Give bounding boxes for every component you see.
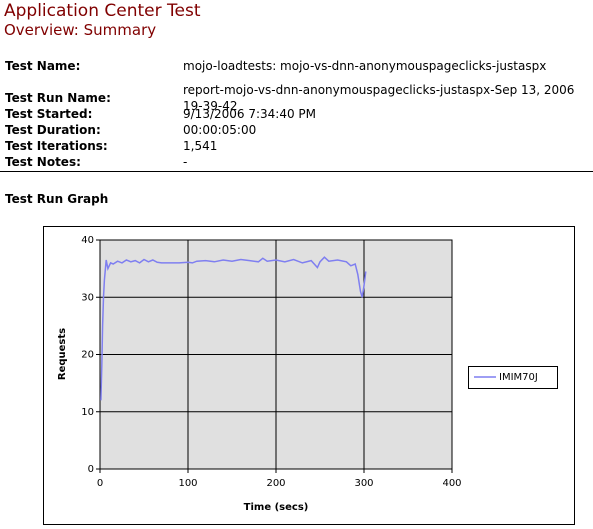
x-axis-label: Time (secs) [244,502,309,513]
field-value: - [183,155,188,169]
field-value: 1,541 [183,139,218,153]
title: Application Center Test [4,1,201,21]
y-tick-label: 40 [81,235,94,246]
x-tick-label: 400 [442,478,461,489]
series-line [100,256,367,401]
field-value: 9/13/2006 7:34:40 PM [183,107,317,121]
divider [0,171,593,172]
field-label: Test Duration: [5,123,101,137]
section-title: Test Run Graph [5,192,109,206]
x-tick-label: 300 [354,478,373,489]
subtitle: Overview: Summary [4,21,157,39]
legend [468,366,558,389]
x-tick-label: 100 [178,478,197,489]
y-tick-label: 0 [88,464,94,475]
x-tick-label: 200 [266,478,285,489]
y-tick-label: 10 [81,407,94,418]
y-tick-label: 30 [81,292,94,303]
field-label: Test Iterations: [5,139,108,153]
field-label: Test Started: [5,107,93,121]
y-tick-label: 20 [81,350,94,361]
field-label: Test Notes: [5,155,81,169]
field-label: Test Name: [5,59,81,73]
legend-label: IMIM70J [499,372,538,383]
field-value: report-mojo-vs-dnn-anonymouspageclicks-j… [183,83,575,113]
field-value: mojo-loadtests: mojo-vs-dnn-anonymouspag… [183,59,547,73]
x-tick-label: 0 [97,478,103,489]
field-label: Test Run Name: [5,91,111,105]
y-axis-label: Requests [57,328,68,380]
field-value: 00:00:05:00 [183,123,257,137]
